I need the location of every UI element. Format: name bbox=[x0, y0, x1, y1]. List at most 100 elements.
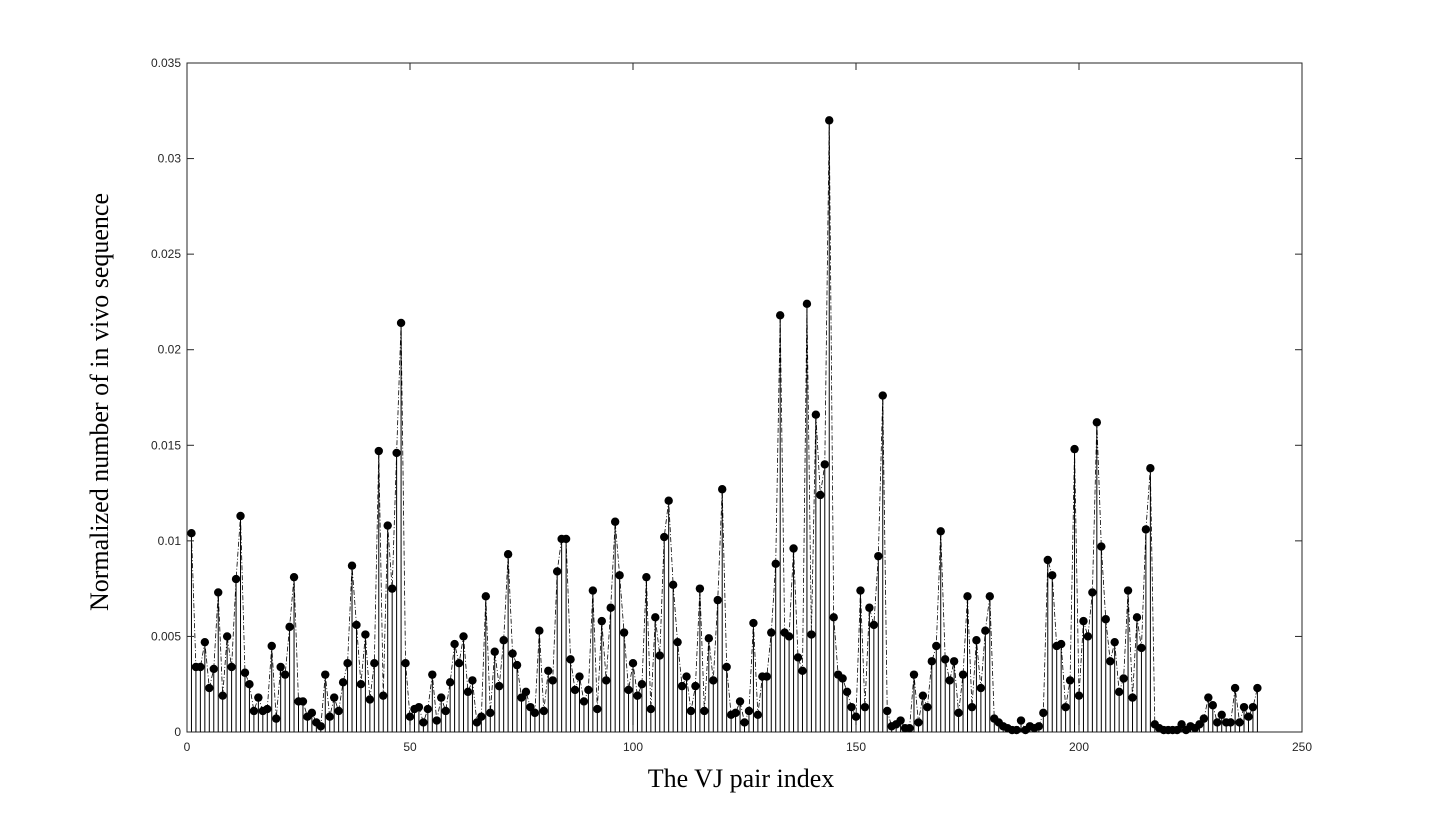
data-point bbox=[365, 695, 375, 704]
data-point bbox=[646, 704, 656, 714]
data-point bbox=[526, 702, 535, 712]
data-point bbox=[1070, 444, 1079, 454]
data-point bbox=[816, 490, 825, 500]
data-point bbox=[227, 662, 236, 672]
data-point bbox=[1083, 632, 1093, 641]
data-point bbox=[535, 626, 544, 635]
y-tick-label: 0.015 bbox=[151, 438, 181, 452]
data-point bbox=[811, 410, 821, 419]
data-point bbox=[392, 448, 401, 458]
plot-area bbox=[186, 62, 1303, 733]
data-point bbox=[744, 706, 754, 716]
data-point bbox=[481, 592, 491, 601]
data-point bbox=[463, 687, 473, 697]
data-point bbox=[459, 632, 468, 641]
data-point bbox=[370, 658, 379, 668]
data-point bbox=[1079, 616, 1088, 626]
data-point bbox=[361, 630, 370, 639]
data-point bbox=[775, 311, 785, 320]
data-point bbox=[272, 714, 281, 723]
y-tick-label: 0.02 bbox=[158, 343, 182, 357]
data-point bbox=[945, 676, 954, 685]
data-point bbox=[575, 672, 584, 681]
data-point bbox=[468, 676, 477, 685]
data-point bbox=[329, 693, 339, 702]
data-point bbox=[677, 681, 687, 691]
data-point bbox=[276, 662, 285, 672]
data-point bbox=[682, 672, 691, 681]
data-point bbox=[432, 716, 441, 725]
data-point bbox=[740, 718, 749, 727]
data-point bbox=[352, 620, 361, 630]
data-point bbox=[691, 681, 700, 691]
data-point bbox=[445, 678, 455, 687]
data-point bbox=[642, 572, 651, 582]
data-point bbox=[829, 613, 838, 622]
data-point bbox=[651, 613, 660, 622]
data-point bbox=[450, 639, 459, 649]
data-point bbox=[762, 672, 771, 681]
data-point bbox=[664, 496, 673, 505]
data-point bbox=[1217, 710, 1226, 719]
data-point bbox=[825, 116, 834, 125]
data-point bbox=[334, 706, 343, 716]
data-point bbox=[896, 716, 905, 725]
data-point bbox=[878, 391, 887, 400]
data-point bbox=[865, 603, 874, 612]
data-point bbox=[200, 637, 210, 647]
data-point bbox=[905, 723, 914, 733]
data-point bbox=[1248, 702, 1258, 712]
data-point bbox=[771, 559, 780, 568]
data-point bbox=[593, 704, 602, 714]
data-point bbox=[793, 653, 803, 662]
data-point bbox=[356, 680, 366, 689]
data-point bbox=[949, 657, 959, 666]
data-point bbox=[927, 657, 937, 666]
data-point bbox=[718, 485, 727, 494]
data-point bbox=[1092, 418, 1102, 427]
data-point bbox=[1016, 716, 1026, 725]
data-point bbox=[1114, 687, 1124, 697]
data-point bbox=[209, 664, 218, 674]
data-point bbox=[490, 647, 499, 656]
data-point bbox=[628, 658, 638, 668]
y-axis-ticks: 0 0.005 0.01 0.015 0.02 0.025 0.03 0.035 bbox=[151, 56, 1302, 739]
y-axis-title: Normalized number of in vivo sequence bbox=[85, 193, 114, 611]
data-point bbox=[820, 460, 829, 469]
data-point bbox=[1088, 588, 1097, 597]
data-point bbox=[512, 660, 522, 670]
y-tick-label: 0.01 bbox=[158, 534, 182, 548]
data-point bbox=[624, 685, 633, 695]
data-point bbox=[1128, 693, 1137, 702]
data-point bbox=[521, 687, 531, 697]
data-point bbox=[508, 649, 517, 658]
data-point bbox=[923, 702, 932, 712]
data-point bbox=[1123, 586, 1133, 595]
data-point bbox=[401, 658, 410, 668]
data-point bbox=[1177, 720, 1186, 729]
data-point bbox=[1213, 718, 1222, 727]
data-point bbox=[918, 691, 928, 700]
data-point bbox=[909, 670, 919, 679]
data-point bbox=[1119, 674, 1128, 683]
data-point bbox=[700, 706, 709, 716]
data-point bbox=[1226, 718, 1235, 727]
data-point bbox=[1097, 542, 1106, 551]
data-point bbox=[619, 628, 629, 637]
data-point bbox=[860, 702, 870, 712]
data-point bbox=[267, 641, 276, 651]
data-point bbox=[222, 632, 232, 641]
data-point bbox=[615, 571, 624, 580]
data-point bbox=[1056, 639, 1066, 649]
data-point bbox=[610, 517, 620, 526]
data-point bbox=[753, 710, 763, 719]
data-point bbox=[1235, 718, 1244, 727]
data-point bbox=[454, 658, 464, 668]
data-point bbox=[1110, 637, 1119, 647]
data-point bbox=[842, 687, 852, 697]
data-point bbox=[686, 706, 696, 716]
data-point bbox=[704, 634, 714, 643]
data-point bbox=[1253, 683, 1262, 693]
data-point bbox=[236, 511, 245, 521]
